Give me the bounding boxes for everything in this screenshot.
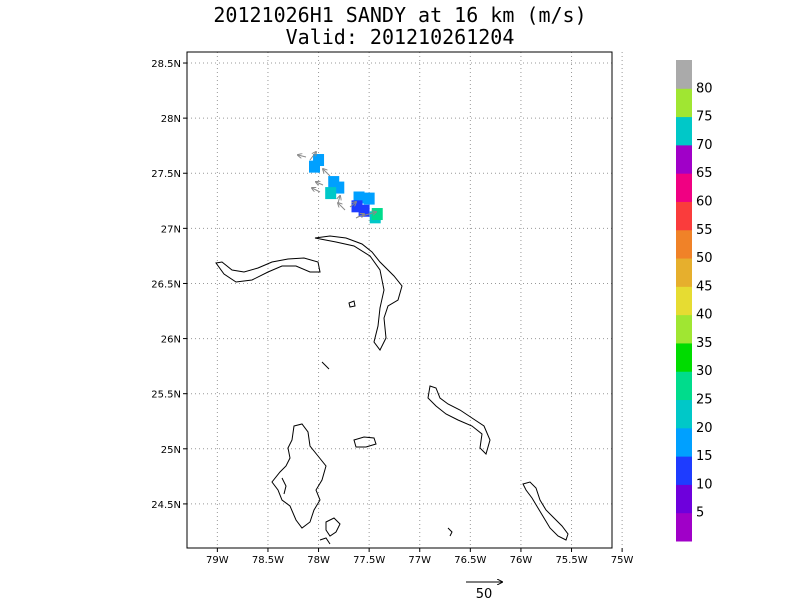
colorbar-segment (676, 144, 692, 174)
lat-tick-label: 26N (161, 335, 181, 346)
vector-scale: 50 (466, 582, 502, 600)
longitude-tick-labels: 79W 78.5W 78W 77.5W 77W 76.5W 76W 75.5W 75W (206, 555, 633, 566)
lat-tick-label: 25N (161, 445, 181, 456)
colorbar-label: 60 (696, 194, 713, 209)
lon-tick-label: 78.5W (252, 555, 284, 566)
colorbar-label: 65 (696, 166, 713, 181)
lat-tick-label: 26.5N (151, 279, 181, 290)
wind-speed-cell (313, 154, 325, 167)
wind-speed-cell (358, 204, 370, 217)
coastlines (215, 235, 569, 545)
colorbar-label: 5 (696, 506, 704, 521)
lon-tick-label: 77.5W (353, 555, 385, 566)
map-gridlines (183, 52, 623, 552)
lon-tick-label: 77W (408, 555, 431, 566)
colorbar-label: 30 (696, 364, 713, 379)
plot-frame (186, 51, 613, 549)
wind-speed-cell (325, 187, 337, 200)
colorbar-segment (676, 399, 692, 429)
colorbar-segment (676, 173, 692, 202)
lat-tick-label: 28N (161, 114, 181, 125)
colorbar-label: 35 (696, 336, 713, 351)
lat-tick-label: 27N (161, 224, 181, 235)
colorbar-label: 55 (696, 223, 713, 238)
colorbar-label: 15 (696, 449, 713, 464)
lon-tick-label: 75W (611, 555, 634, 566)
colorbar: 5 10 15 20 25 30 35 40 45 50 55 60 65 70 75 80 (676, 60, 713, 542)
colorbar-segment (676, 512, 692, 542)
lat-tick-label: 24.5N (151, 500, 181, 511)
vector-scale-label: 50 (476, 587, 493, 600)
lon-tick-label: 76.5W (454, 555, 486, 566)
wind-speed-cell (371, 208, 383, 221)
lon-tick-label: 76W (510, 555, 533, 566)
colorbar-label: 25 (696, 393, 713, 408)
colorbar-segment (676, 60, 692, 89)
lon-tick-label: 79W (206, 555, 229, 566)
lat-tick-label: 25.5N (151, 390, 181, 401)
latitude-tick-labels: 24.5N 25N 25.5N 26N 26.5N 27N 27.5N 28N 28.5N (151, 59, 181, 511)
colorbar-segment (676, 314, 692, 344)
colorbar-segment (676, 88, 692, 118)
colorbar-segment (676, 116, 692, 146)
colorbar-segment (676, 427, 692, 457)
map-title: 20121026H1 SANDY at 16 km (m/s) (213, 3, 587, 27)
colorbar-label: 10 (696, 477, 713, 492)
valid-time-subtitle: Valid: 201210261204 (285, 25, 515, 49)
colorbar-label: 20 (696, 421, 713, 436)
colorbar-label: 75 (696, 110, 713, 125)
colorbar-segment (676, 371, 692, 401)
colorbar-label: 45 (696, 279, 713, 294)
wind-speed-cell (333, 181, 345, 194)
colorbar-segment (676, 201, 692, 231)
colorbar-label: 70 (696, 138, 713, 153)
wind-speed-cell (309, 160, 320, 173)
colorbar-label: 50 (696, 251, 713, 266)
lat-tick-label: 27.5N (151, 169, 181, 180)
lon-tick-label: 78W (307, 555, 330, 566)
colorbar-segment (676, 484, 692, 514)
colorbar-segment (676, 286, 692, 316)
colorbar-label: 40 (696, 308, 713, 323)
colorbar-label: 80 (696, 81, 713, 96)
colorbar-segment (676, 342, 692, 372)
colorbar-segment (676, 229, 692, 259)
colorbar-segment (676, 258, 692, 287)
wind-vectors (298, 152, 376, 219)
lon-tick-label: 75.5W (555, 555, 587, 566)
lat-tick-label: 28.5N (151, 59, 181, 70)
wind-speed-cell (363, 192, 375, 205)
colorbar-segment (676, 456, 692, 485)
wind-speed-cell (353, 191, 365, 204)
